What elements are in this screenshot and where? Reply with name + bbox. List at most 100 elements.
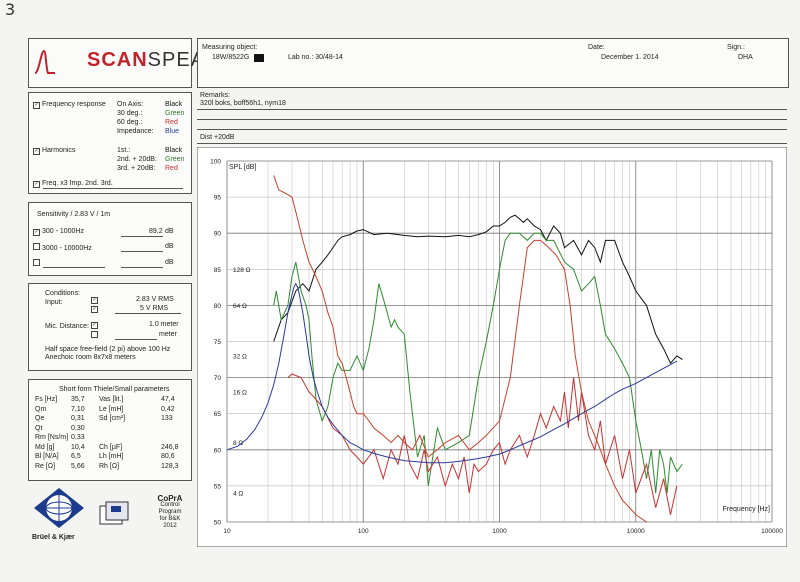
range2-unit: dB: [165, 243, 174, 250]
bk-logo: Brüel & Kjær: [32, 486, 86, 546]
sign-value: DHA: [738, 54, 753, 61]
impedance-tick-label: 16 Ω: [233, 390, 247, 397]
impedance-tick-label: 8 Ω: [233, 440, 243, 447]
ts-cell: Sd [cm²]: [99, 415, 126, 422]
h1-color: Black: [165, 147, 183, 154]
series-line-0: [273, 214, 683, 365]
input2-rule: [115, 313, 181, 314]
ts-cell: Qe: [35, 415, 45, 422]
date-label: Date:: [588, 44, 605, 51]
mic2-checkbox[interactable]: [91, 331, 98, 338]
remarks-line1: 320l boks, boff56h1, nym18: [200, 100, 286, 107]
y-tick-label: 50: [214, 520, 222, 527]
ts-cell: Bl [N/A]: [35, 453, 59, 460]
mic1-checkbox[interactable]: ✓: [91, 322, 98, 329]
x-tick-label: 1000: [492, 528, 507, 535]
y-tick-label: 90: [214, 231, 222, 238]
ts-cell: 246,8: [161, 443, 179, 451]
impedance-tick-label: 64 Ω: [233, 303, 247, 310]
header-box: Measuring object: 18W/8522G Lab no.: 30/…: [197, 38, 789, 88]
scanspeak-logo-icon: [34, 49, 55, 74]
h3-color: Red: [165, 165, 178, 172]
freq-line-checkbox[interactable]: ✓: [33, 181, 40, 188]
ts-cell: Fs [Hz]: [35, 396, 58, 403]
copra-line1: Control: [160, 502, 180, 508]
y-tick-label: 60: [214, 447, 222, 454]
impedance-color: Blue: [165, 128, 180, 135]
h3-label: 3rd. + 20dB:: [117, 165, 156, 172]
y-tick-label: 55: [214, 483, 222, 490]
range2-label: 3000 - 10000Hz: [41, 245, 92, 252]
ts-cell: 5,66: [71, 462, 85, 470]
remarks-line2: Dist +20dB: [200, 134, 235, 141]
series-line-1: [273, 232, 683, 494]
y-tick-label: 95: [214, 195, 222, 202]
freq-line-rule: [43, 188, 183, 189]
ts-cell: Ch [µF]: [99, 443, 123, 451]
conditions-note2: Anechoic room 8x7x8 meters: [45, 354, 136, 361]
ts-cell: Vas [lit.]: [99, 396, 124, 403]
chart-frame: [197, 147, 787, 547]
y-tick-label: 85: [214, 267, 222, 274]
x-axis-label: Frequency [Hz]: [723, 506, 771, 513]
range1-label: 300 - 1000Hz: [41, 228, 84, 235]
logo-box: SCANSPEAK: [28, 38, 218, 88]
harmonics-checkbox[interactable]: ✓: [33, 148, 40, 155]
input2-checkbox[interactable]: ✓: [91, 306, 98, 313]
ts-cell: 80,6: [161, 453, 175, 460]
y-tick-label: 100: [210, 159, 221, 166]
date-value: December 1. 2014: [601, 54, 659, 61]
range1-unit: dB: [165, 228, 174, 235]
copra-line4: 2012: [163, 523, 177, 529]
deg30-color: Green: [165, 110, 185, 117]
range3-rule-b: [121, 267, 163, 268]
impedance-tick-label: 32 Ω: [233, 353, 247, 360]
range1-rule: [121, 236, 163, 237]
range3-unit: dB: [165, 259, 174, 266]
h2-label: 2nd. + 20dB:: [117, 156, 157, 163]
deg60-label: 60 deg.:: [117, 119, 143, 126]
measuring-object-label: Measuring object:: [202, 44, 258, 51]
ts-cell: 0,33: [71, 434, 85, 441]
ts-cell: Qt: [35, 424, 43, 432]
bk-globe-icon: [34, 488, 84, 528]
copra-icon: [98, 500, 132, 533]
range1-checkbox[interactable]: ✓: [33, 229, 40, 236]
ts-cell: 47,4: [161, 396, 175, 403]
brand-part1: SCAN: [87, 49, 148, 71]
ts-cell: 10,4: [71, 443, 85, 451]
y-tick-label: 80: [214, 303, 222, 310]
ts-cell: Rm [Ns/m]: [35, 434, 69, 441]
range2-checkbox[interactable]: [33, 243, 40, 250]
input1-value: 2.83 V RMS: [136, 296, 174, 303]
impedance-tick-label: 4 Ω: [233, 491, 243, 498]
x-tick-label: 10000: [627, 528, 645, 535]
input1-checkbox[interactable]: ✓: [91, 297, 98, 304]
range1-value: 89,2: [149, 228, 163, 235]
h1-label: 1st.:: [117, 147, 131, 154]
frequency-response-label: Frequency response: [41, 101, 106, 108]
range2-rule: [121, 251, 163, 252]
impedance-tick-label: 128 Ω: [233, 267, 251, 274]
mic2-value: meter: [159, 331, 177, 338]
ts-cell: 0,30: [71, 424, 85, 432]
ts-cell: 0,31: [71, 415, 85, 422]
range3-rule-a: [43, 267, 105, 268]
copra-line2: Program: [158, 509, 182, 515]
ts-cell: 133: [161, 415, 173, 422]
freq-line-label: Freq. x3 Imp. 2nd. 3rd.: [41, 180, 113, 187]
on-axis-label: On Axis:: [117, 101, 144, 108]
sheet-number: 3: [5, 0, 16, 19]
mic1-value: 1.0 meter: [149, 321, 179, 328]
ts-cell: 128,3: [161, 462, 179, 470]
ts-cell: Re [Ω]: [35, 462, 56, 470]
frequency-response-checkbox[interactable]: ✓: [33, 102, 40, 109]
sensitivity-box: Sensitivity / 2.83 V / 1m ✓ 300 - 1000Hz…: [28, 202, 192, 276]
sign-label: Sign.:: [727, 44, 745, 51]
copra-line3: for B&K: [159, 516, 181, 522]
range3-checkbox[interactable]: [33, 259, 40, 266]
remarks-rule-2: [197, 119, 787, 120]
impedance-label: Impedance:: [117, 128, 154, 135]
ts-cell: Md [g]: [35, 443, 55, 451]
series-line-3: [287, 373, 678, 515]
